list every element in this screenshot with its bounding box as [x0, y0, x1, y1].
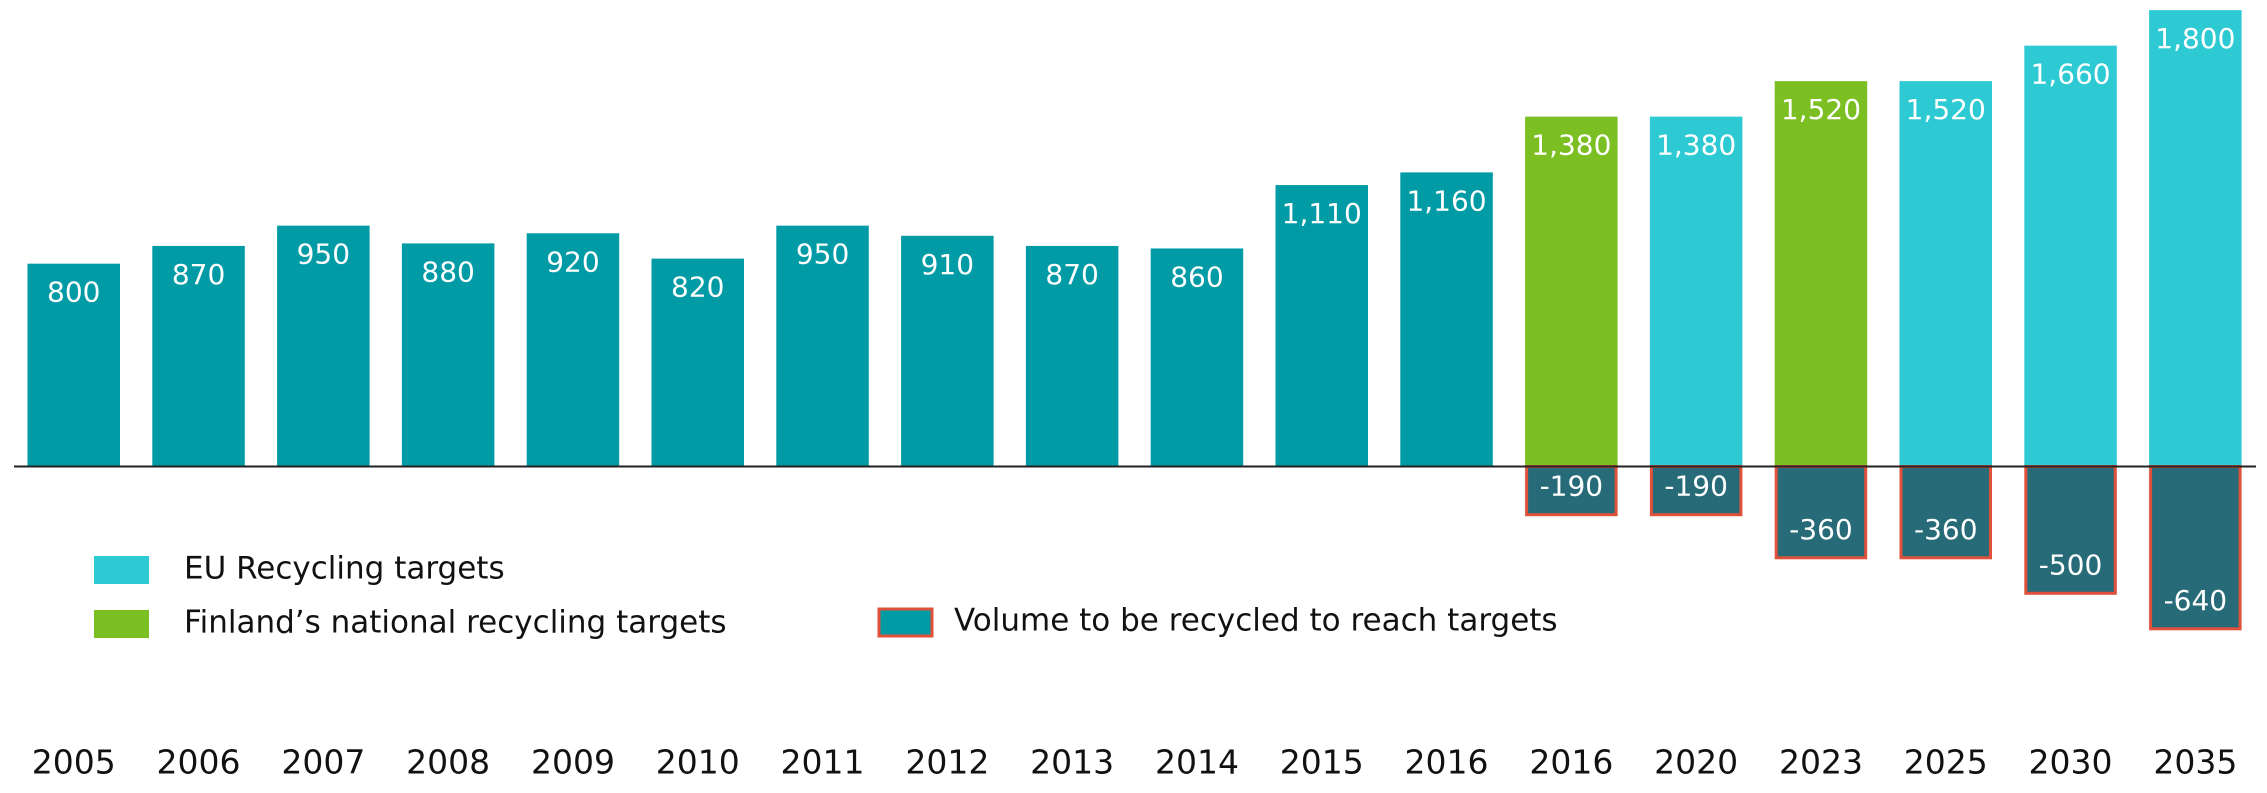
x-tick-label: 2016	[1529, 743, 1613, 782]
bar	[1275, 185, 1368, 467]
bar	[1150, 248, 1244, 467]
bar	[651, 258, 744, 467]
bar	[2024, 45, 2117, 467]
x-tick-label: 2010	[656, 743, 740, 782]
value-label: 860	[1170, 260, 1223, 293]
bar	[526, 233, 620, 467]
value-label: 1,380	[1531, 129, 1611, 162]
bar	[1525, 116, 1618, 467]
gap-label: -360	[1914, 513, 1978, 546]
gap-label: -500	[2039, 548, 2103, 581]
legend-label: EU Recycling targets	[184, 551, 505, 587]
bar	[277, 225, 370, 467]
value-label: 1,660	[2030, 58, 2110, 91]
bar	[1025, 245, 1119, 467]
value-label: 1,800	[2155, 22, 2235, 55]
value-label: 1,520	[1906, 93, 1986, 126]
gap-bar	[1649, 465, 1743, 517]
value-label: 880	[421, 255, 474, 288]
x-tick-label: 2035	[2153, 743, 2237, 782]
x-tick-label: 2006	[157, 743, 241, 782]
gap-label: -190	[1664, 470, 1728, 503]
gap-bar	[2024, 465, 2117, 595]
bar	[776, 225, 869, 467]
x-tick-label: 2015	[1280, 743, 1364, 782]
x-tick-label: 2020	[1654, 743, 1738, 782]
x-tick-label: 2023	[1779, 743, 1863, 782]
gap-label: -360	[1789, 513, 1853, 546]
legend-label: Finland’s national recycling targets	[184, 605, 727, 641]
bar	[2149, 10, 2242, 467]
value-label: 870	[172, 258, 225, 291]
bar	[401, 243, 495, 467]
legend-label: Volume to be recycled to reach targets	[954, 603, 1558, 639]
bar	[1649, 116, 1743, 467]
gap-bar	[1525, 465, 1618, 517]
gap-label: -190	[1540, 470, 1604, 503]
x-tick-label: 2014	[1155, 743, 1239, 782]
gap-bar	[2149, 465, 2242, 631]
value-label: 1,380	[1656, 129, 1736, 162]
bar	[901, 235, 994, 467]
x-tick-label: 2030	[2029, 743, 2113, 782]
value-label: 870	[1045, 258, 1098, 291]
value-label: 950	[796, 238, 849, 271]
value-label: 1,160	[1406, 184, 1486, 217]
value-label: 800	[47, 276, 100, 309]
value-label: 1,110	[1282, 197, 1362, 230]
gap-bar	[1774, 465, 1868, 560]
bar	[1400, 172, 1493, 467]
value-label: 920	[546, 245, 599, 278]
legend-swatch	[877, 607, 934, 638]
gap-bar	[1899, 465, 1992, 560]
x-tick-label: 2025	[1904, 743, 1988, 782]
x-tick-label: 2012	[905, 743, 989, 782]
value-label: 1,520	[1781, 93, 1861, 126]
bar	[1774, 81, 1868, 467]
x-tick-label: 2009	[531, 743, 615, 782]
bar	[27, 263, 120, 467]
legend-swatch	[94, 556, 149, 584]
value-label: 950	[297, 238, 350, 271]
x-tick-label: 2007	[281, 743, 365, 782]
x-tick-label: 2016	[1405, 743, 1489, 782]
bar	[1899, 81, 1992, 467]
x-tick-label: 2013	[1030, 743, 1114, 782]
value-label: 910	[921, 248, 974, 281]
legend-swatch	[94, 610, 149, 638]
gap-label: -640	[2164, 584, 2228, 617]
x-tick-label: 2008	[406, 743, 490, 782]
bar	[152, 245, 245, 467]
value-label: 820	[671, 271, 724, 304]
x-tick-label: 2011	[781, 743, 865, 782]
x-tick-label: 2005	[32, 743, 116, 782]
